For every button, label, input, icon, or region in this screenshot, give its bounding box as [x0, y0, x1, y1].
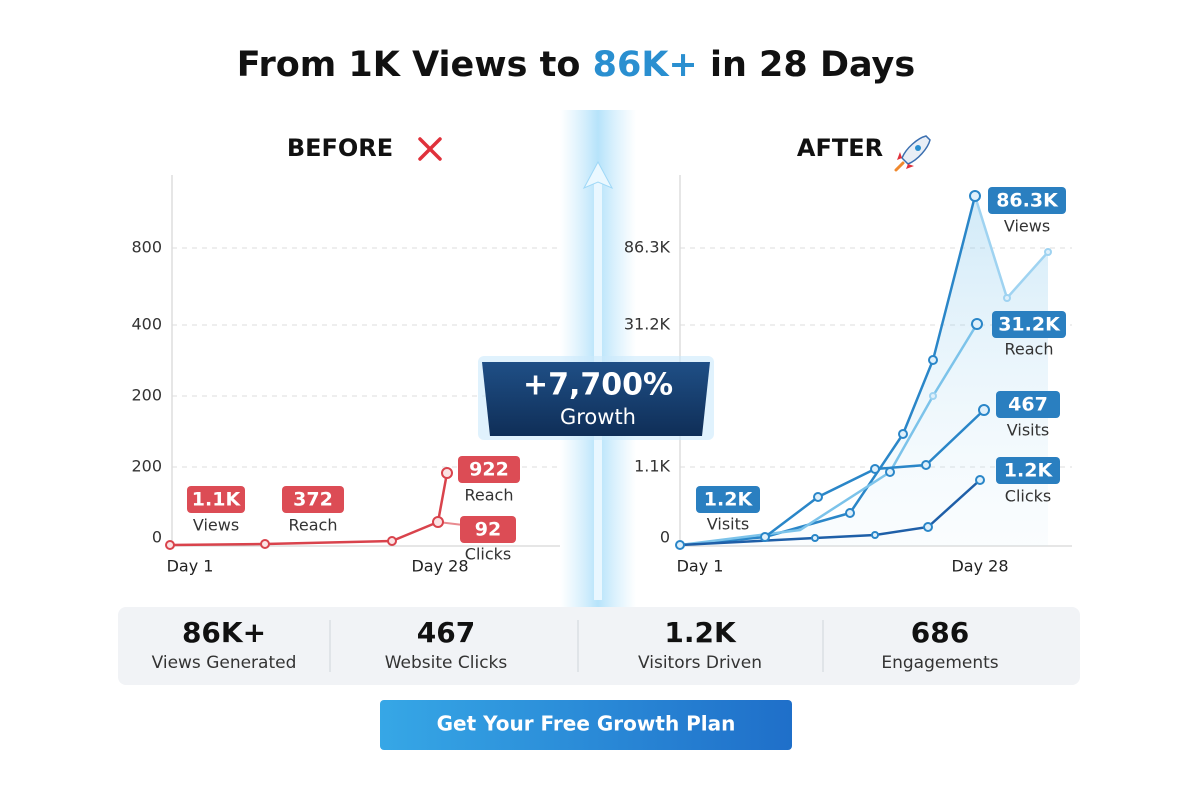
- stat-label: Visitors Driven: [638, 653, 762, 673]
- panel-heading: AFTER: [797, 134, 883, 162]
- title-part: in 28 Days: [698, 45, 915, 85]
- stat-value: 86K+: [182, 616, 266, 649]
- stats-panel: [118, 607, 1080, 685]
- title-part: From 1K Views to: [237, 45, 593, 85]
- callout-label: Views: [193, 516, 239, 535]
- callout-label: Reach: [289, 516, 338, 535]
- callout-box: [460, 516, 516, 543]
- callout-value: 467: [1008, 394, 1048, 416]
- x-axis-label: Day 1: [167, 557, 214, 576]
- stat-value: 686: [911, 616, 969, 649]
- title: From 1K Views to 86K+ in 28 Days: [237, 45, 915, 85]
- y-axis-label: 0: [152, 528, 162, 547]
- x-axis-label: Day 28: [951, 557, 1008, 576]
- callout-box: [187, 486, 245, 513]
- callout-value: 31.2K: [998, 314, 1061, 336]
- callout-box: [992, 311, 1066, 338]
- callout-box: [458, 456, 520, 483]
- badge-label: Growth: [560, 405, 636, 429]
- title-highlight: 86K+: [593, 45, 698, 85]
- y-axis-label: 86.3K: [624, 238, 671, 257]
- rocket-icon: [894, 135, 931, 172]
- area: [680, 196, 1048, 546]
- callout-value: 1.2K: [704, 489, 754, 511]
- callout-label: Clicks: [1005, 487, 1051, 506]
- callout-box: [282, 486, 344, 513]
- badge: [482, 362, 710, 436]
- callout-box: [696, 486, 760, 513]
- callout-label: Visits: [1007, 421, 1049, 440]
- callout-value: 1.2K: [1004, 460, 1054, 482]
- points: [165, 467, 453, 550]
- y-axis-label: 400: [131, 315, 162, 334]
- x-axis-label: Day 28: [411, 557, 468, 576]
- callout-value: 92: [475, 519, 501, 541]
- callout-label: Reach: [465, 486, 514, 505]
- callout-box: [996, 457, 1060, 484]
- button-label[interactable]: Get Your Free Growth Plan: [437, 712, 736, 736]
- callout-value: 86.3K: [996, 190, 1059, 212]
- callout-label: Views: [1004, 217, 1050, 236]
- y-axis-label: 800: [131, 238, 162, 257]
- badge-value: +7,700%: [523, 368, 673, 403]
- callout-box: [988, 187, 1066, 214]
- points: [675, 190, 1052, 550]
- callout-value: 1.1K: [192, 489, 242, 511]
- callout-label: Reach: [1005, 340, 1054, 359]
- y-axis-label: 0: [660, 528, 670, 547]
- callout-label: Visits: [707, 515, 749, 534]
- callout-value: 922: [469, 459, 509, 481]
- stat-label: Views Generated: [152, 653, 297, 673]
- x-icon: [418, 137, 442, 161]
- cta-button[interactable]: Get Your Free Growth Plan: [380, 700, 792, 750]
- stat-value: 1.2K: [664, 616, 737, 649]
- dividers: [329, 620, 824, 672]
- y-axis-label: 200: [131, 457, 162, 476]
- callout-label: Clicks: [465, 545, 511, 564]
- y-axis-label: 31.2K: [624, 315, 671, 334]
- button-bg[interactable]: [380, 700, 792, 750]
- beam-arrow: [582, 160, 614, 190]
- y-axis-label: 1.1K: [634, 457, 670, 476]
- stat-value: 467: [417, 616, 475, 649]
- callout-box: [996, 391, 1060, 418]
- callout-value: 372: [293, 489, 333, 511]
- y-axis-label: 200: [131, 386, 162, 405]
- panel-heading: BEFORE: [287, 134, 393, 162]
- stat-label: Website Clicks: [385, 653, 508, 673]
- x-axis-label: Day 1: [677, 557, 724, 576]
- stat-label: Engagements: [881, 653, 998, 673]
